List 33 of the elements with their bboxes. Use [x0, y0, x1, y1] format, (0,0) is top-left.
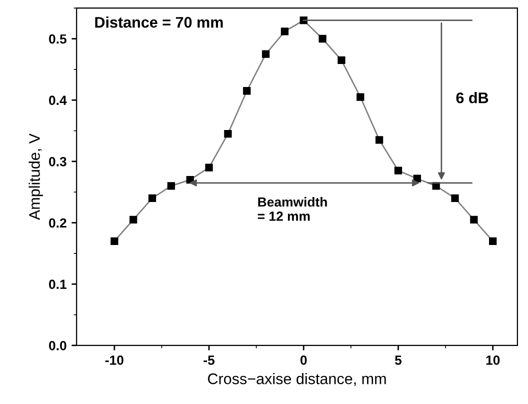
x-tick-label: 5 — [394, 356, 402, 365]
point — [394, 166, 402, 174]
y-tick-label: 0.4 — [49, 96, 67, 105]
y-tick-label: 0.1 — [49, 280, 66, 289]
y-axis-title: Amplitude, V — [28, 134, 43, 220]
annotation: 6 dB — [456, 92, 488, 104]
x-axis-title: Cross−axise distance, mm — [208, 372, 386, 386]
annotation: Distance = 70 mm — [95, 16, 223, 28]
point — [318, 34, 326, 43]
x-tick-label: -10 — [105, 355, 124, 365]
point — [110, 237, 118, 245]
point — [356, 93, 364, 101]
point — [375, 136, 384, 144]
point — [451, 194, 459, 202]
point — [205, 164, 213, 172]
point — [338, 56, 346, 64]
point — [130, 216, 138, 224]
x-tick-label: 10 — [486, 355, 500, 365]
point — [148, 194, 156, 202]
x-tick-label: 0 — [300, 355, 307, 365]
y-tick-label: 0.0 — [49, 340, 66, 350]
point — [280, 28, 289, 36]
x-tick-label: -5 — [204, 356, 215, 365]
point — [262, 50, 270, 58]
annotation: Beamwidth = 12 mm — [258, 196, 327, 221]
y-tick-label: 0.5 — [49, 34, 66, 44]
y-tick-label: 0.2 — [49, 218, 66, 228]
point — [224, 130, 232, 138]
point — [167, 182, 175, 190]
point — [489, 237, 497, 245]
y-tick-label: 0.3 — [49, 156, 66, 166]
point — [470, 216, 478, 224]
point — [243, 87, 251, 95]
